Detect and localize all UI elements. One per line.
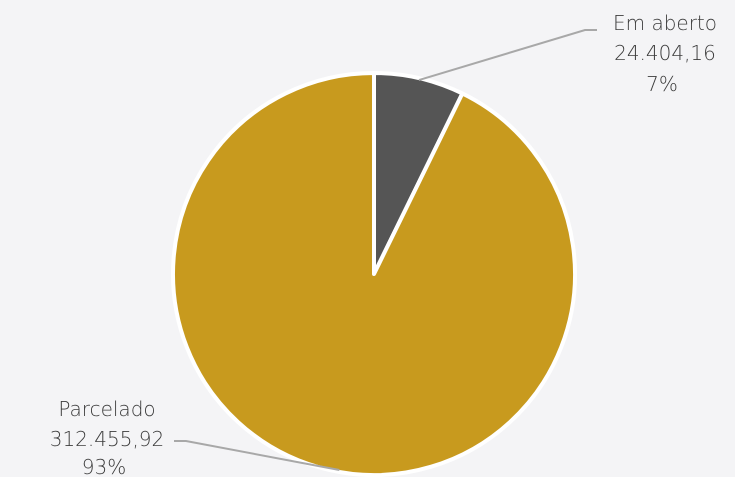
slice-label-parcelado-percent: 93%: [82, 455, 126, 477]
leader-line-em-aberto: [418, 29, 597, 82]
pie-slice-parcelado: [170, 71, 577, 477]
slices-layer: [170, 71, 577, 477]
slice-label-em-aberto-name: Em aberto: [613, 11, 717, 35]
leader-line-parcelado: [174, 440, 340, 471]
slice-label-em-aberto-percent: 7%: [646, 72, 678, 96]
leader-lines-layer: [174, 29, 597, 471]
slice-label-em-aberto-value: 24.404,16: [614, 41, 716, 65]
slice-label-parcelado-name: Parcelado: [58, 397, 155, 421]
slice-label-em-aberto: Em aberto 24.404,16 7%: [613, 11, 717, 96]
slice-label-parcelado: Parcelado 312.455,92 93%: [50, 397, 165, 477]
slice-label-parcelado-value: 312.455,92: [50, 427, 165, 451]
